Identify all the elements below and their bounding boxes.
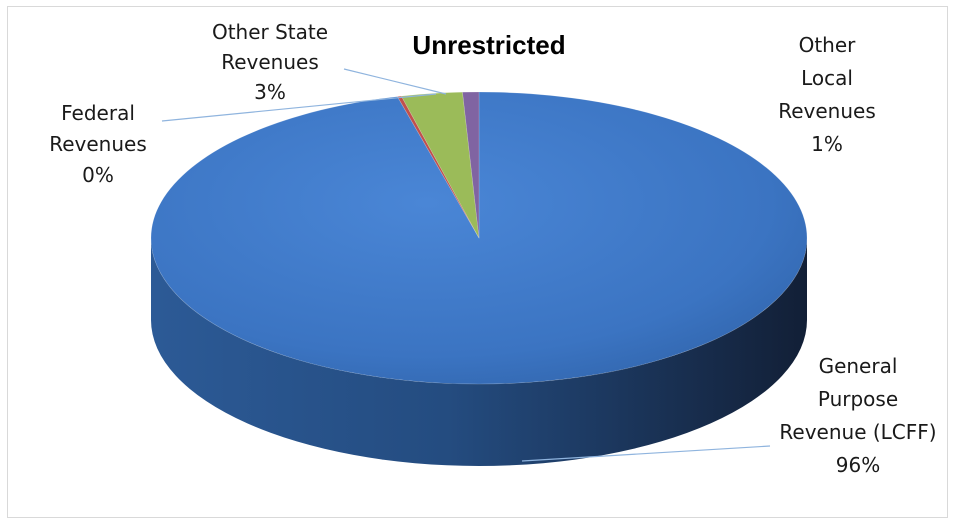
pie-top-surface [150, 91, 808, 385]
label-line: Revenues [49, 132, 147, 156]
label-line: Other State [212, 20, 328, 44]
pie-side-band [151, 238, 807, 466]
label-line: Revenue (LCFF) [779, 420, 936, 444]
label-line: General [819, 354, 898, 378]
label-line: Purpose [818, 387, 898, 411]
label-line: Other [799, 33, 857, 57]
slice-general-purpose-revenue-lcff [150, 91, 808, 385]
label-line: 1% [811, 132, 843, 156]
label-general-purpose-revenue-lcff: General Purpose Revenue (LCFF) 96% [779, 354, 936, 477]
slice-other-state-revenues [400, 91, 480, 239]
chart-title: Unrestricted [412, 30, 565, 60]
leader-other-state-revenues [343, 68, 447, 95]
slice-other-local-revenues [462, 91, 480, 239]
label-other-local-revenues: Other Local Revenues 1% [778, 33, 876, 156]
label-federal-revenues: Federal Revenues 0% [49, 101, 147, 187]
label-other-state-revenues: Other State Revenues 3% [212, 20, 328, 104]
slice-federal-revenues [396, 95, 480, 239]
label-line: 0% [82, 163, 114, 187]
label-line: 96% [836, 453, 880, 477]
label-line: Local [801, 66, 853, 90]
label-line: Revenues [778, 99, 876, 123]
leader-general-purpose-revenue-lcff [521, 445, 771, 462]
label-line: 3% [254, 80, 286, 104]
pie-side-wall [151, 238, 807, 466]
label-line: Revenues [221, 50, 319, 74]
leader-lines [161, 68, 771, 462]
slice-labels: General Purpose Revenue (LCFF) 96% Federal Re… [49, 20, 936, 477]
label-line: Federal [61, 101, 135, 125]
leader-federal-revenues [161, 93, 437, 122]
